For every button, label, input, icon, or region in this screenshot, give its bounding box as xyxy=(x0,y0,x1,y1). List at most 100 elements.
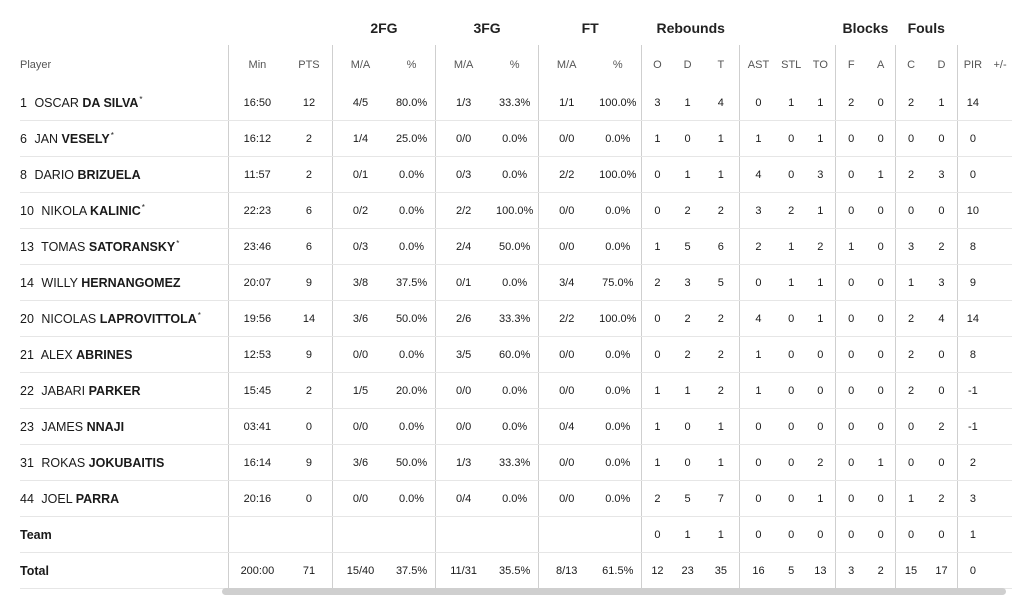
cell-min: 11:57 xyxy=(227,156,287,193)
cell-2fg-pct xyxy=(388,516,436,553)
col-min[interactable]: Min xyxy=(227,45,287,85)
player-first-name: TOMAS xyxy=(41,240,86,255)
col-reb-d[interactable]: D xyxy=(683,59,692,71)
cell-reb-t: 2 xyxy=(702,336,740,373)
cell-blk-a: 0 xyxy=(866,516,896,553)
cell-pir: 8 xyxy=(956,228,989,265)
cell-reb-o: 0 xyxy=(641,336,673,373)
cell-blk-f: 0 xyxy=(835,516,867,553)
player-last-name: ABRINES xyxy=(76,347,133,362)
cell-2fg-pct: 0.0% xyxy=(388,408,436,445)
cell-blk-f: 2 xyxy=(835,85,867,121)
player-name[interactable]: 21 ALEX ABRINES xyxy=(20,336,229,373)
col-to[interactable]: TO xyxy=(812,59,828,71)
cell-blk-a: 1 xyxy=(866,444,896,481)
cell-ast: 0 xyxy=(739,444,777,481)
cell-plusminus xyxy=(988,264,1012,301)
cell-blk-a: 0 xyxy=(866,264,896,301)
group-2fg: 2FG xyxy=(370,19,398,36)
col-foul-d[interactable]: D xyxy=(937,59,946,71)
cell-to: 1 xyxy=(805,120,836,157)
cell-foul-c: 0 xyxy=(894,408,927,445)
cell-pir: 3 xyxy=(956,480,989,517)
cell-ft-pct: 0.0% xyxy=(594,480,642,517)
cell-min: 200:00 xyxy=(227,552,287,589)
cell-min: 15:45 xyxy=(227,372,287,409)
col-3fg-pct[interactable]: % xyxy=(509,59,520,71)
col-pts[interactable]: PTS xyxy=(298,59,320,71)
cell-blk-a: 0 xyxy=(866,336,896,373)
cell-pts: 12 xyxy=(286,85,333,121)
cell-plusminus xyxy=(988,480,1012,517)
player-name[interactable]: 44 JOEL PARRA xyxy=(20,480,229,517)
player-name[interactable]: 10 NIKOLA KALINIC* xyxy=(20,192,229,229)
col-2fg-ma[interactable]: M/A xyxy=(331,45,389,85)
player-name[interactable]: 13 TOMAS SATORANSKY* xyxy=(20,228,229,265)
cell-pts: 0 xyxy=(286,408,333,445)
cell-reb-d: 2 xyxy=(672,300,703,337)
cell-foul-d: 17 xyxy=(926,552,958,589)
cell-to: 0 xyxy=(805,516,836,553)
player-number: 13 xyxy=(20,240,34,255)
cell-foul-c: 15 xyxy=(894,552,927,589)
cell-3fg-ma: 1/3 xyxy=(435,444,492,481)
cell-min: 16:50 xyxy=(227,85,287,121)
cell-blk-a: 0 xyxy=(866,300,896,337)
table-row: 21 ALEX ABRINES 12:53 9 0/0 0.0% 3/5 60.… xyxy=(20,336,1012,373)
col-reb-o[interactable]: O xyxy=(641,45,673,85)
cell-3fg-pct: 0.0% xyxy=(491,408,539,445)
cell-2fg-pct: 0.0% xyxy=(388,480,436,517)
cell-2fg-ma: 1/4 xyxy=(331,120,389,157)
col-player[interactable]: Player xyxy=(20,59,52,71)
player-name[interactable]: 22 JABARI PARKER xyxy=(20,372,229,409)
team-row: Team 0 1 1 0 0 0 0 0 0 0 1 xyxy=(20,516,1012,553)
table-row: 6 JAN VESELY* 16:12 2 1/4 25.0% 0/0 0.0%… xyxy=(20,120,1012,157)
cell-3fg-ma: 1/3 xyxy=(435,85,492,121)
col-2fg-pct[interactable]: % xyxy=(406,59,417,71)
cell-ft-ma: 0/0 xyxy=(538,336,595,373)
col-reb-t[interactable]: T xyxy=(717,59,725,71)
col-pir[interactable]: PIR xyxy=(956,45,989,85)
cell-pts: 6 xyxy=(286,192,333,229)
player-number: 31 xyxy=(20,455,34,470)
cell-blk-a: 1 xyxy=(866,156,896,193)
col-ft-pct[interactable]: % xyxy=(612,59,623,71)
col-blk-f[interactable]: F xyxy=(835,45,867,85)
starter-mark: * xyxy=(176,238,180,248)
col-stl[interactable]: STL xyxy=(781,59,802,71)
player-number: 10 xyxy=(20,204,34,219)
player-name[interactable]: 20 NICOLAS LAPROVITTOLA* xyxy=(20,300,229,337)
cell-blk-a: 0 xyxy=(866,192,896,229)
cell-pir: 0 xyxy=(956,552,989,589)
cell-pts: 9 xyxy=(286,336,333,373)
cell-3fg-pct xyxy=(491,516,539,553)
box-score-table: 2FG 3FG FT Rebounds Blocks Fouls Player … xyxy=(20,10,1012,589)
cell-reb-o: 1 xyxy=(641,408,673,445)
cell-reb-t: 2 xyxy=(702,192,740,229)
cell-ft-ma: 0/0 xyxy=(538,444,595,481)
cell-pts: 2 xyxy=(286,372,333,409)
col-3fg-ma[interactable]: M/A xyxy=(435,45,492,85)
col-ft-ma[interactable]: M/A xyxy=(538,45,595,85)
cell-blk-a: 0 xyxy=(866,408,896,445)
cell-ft-ma: 0/4 xyxy=(538,408,595,445)
cell-ft-ma: 0/0 xyxy=(538,372,595,409)
cell-plusminus xyxy=(988,192,1012,229)
column-header-row: Player Min PTS M/A % M/A % M/A % O D T A… xyxy=(20,45,1012,85)
player-name[interactable]: 6 JAN VESELY* xyxy=(20,120,229,157)
player-name[interactable]: 14 WILLY HERNANGOMEZ xyxy=(20,264,229,301)
col-blk-a[interactable]: A xyxy=(876,59,885,71)
col-ast[interactable]: AST xyxy=(739,45,777,85)
cell-stl: 0 xyxy=(776,156,806,193)
col-plusminus[interactable]: +/- xyxy=(993,59,1007,71)
player-name[interactable]: 1 OSCAR DA SILVA* xyxy=(20,85,229,121)
cell-3fg-pct: 0.0% xyxy=(491,120,539,157)
cell-ft-ma: 0/0 xyxy=(538,120,595,157)
player-name[interactable]: 31 ROKAS JOKUBAITIS xyxy=(20,444,229,481)
cell-stl: 0 xyxy=(776,408,806,445)
col-foul-c[interactable]: C xyxy=(894,45,927,85)
horizontal-scrollbar[interactable] xyxy=(222,588,1006,595)
cell-ft-pct: 100.0% xyxy=(594,85,642,121)
player-name[interactable]: 8 DARIO BRIZUELA xyxy=(20,156,229,193)
player-name[interactable]: 23 JAMES NNAJI xyxy=(20,408,229,445)
